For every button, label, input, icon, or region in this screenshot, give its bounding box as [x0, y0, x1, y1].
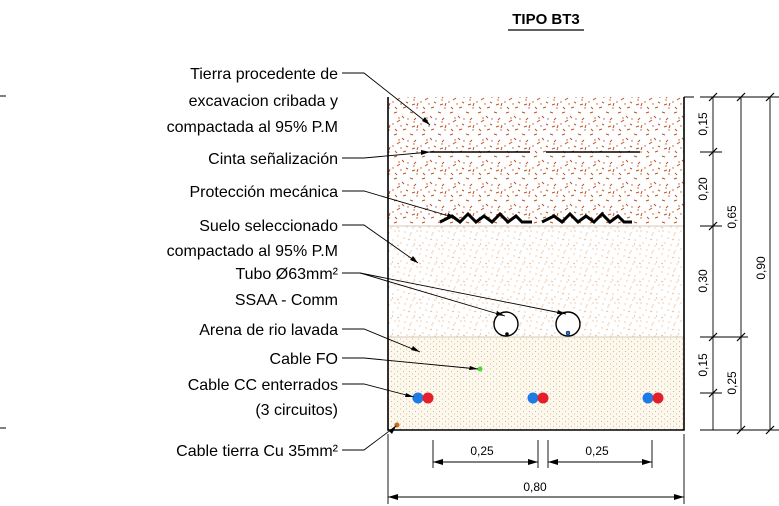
leader-cable-cc: [342, 383, 415, 398]
dim-label-015-bottom: 0,15: [696, 353, 710, 377]
arrow-dim-548: [548, 459, 558, 465]
trench-outline: [387, 97, 685, 431]
arrow-arena: [411, 346, 420, 352]
arrow-dim-433: [433, 459, 443, 465]
tick-inner-337: [708, 332, 718, 342]
dim-label-030: 0,30: [696, 269, 710, 293]
cc-cable-group-2: [527, 392, 549, 404]
tick-inner-152: [708, 147, 718, 157]
tick-mid-430: [736, 425, 746, 435]
conduit-left-cable: [505, 332, 509, 336]
dim-label-065: 0,65: [725, 205, 739, 229]
layer-selected-soil: [388, 226, 684, 337]
conduit-right: [555, 311, 581, 337]
tick-mid-337: [736, 332, 746, 342]
arrow-cable-tierra: [389, 426, 396, 434]
dim-label-025-mid: 0,25: [585, 444, 609, 458]
label-arena: Arena de rio lavada: [199, 322, 338, 339]
arrow-cinta: [421, 150, 430, 155]
arrow-tierra: [422, 117, 430, 125]
arrow-dim-652: [642, 459, 652, 465]
dim-label-025-left: 0,25: [470, 444, 494, 458]
dim-label-015-top: 0,15: [696, 112, 710, 136]
label-tierra-line2: excavacion cribada y: [189, 93, 338, 110]
tick-inner-226: [708, 221, 718, 231]
mechanical-protection-right: [541, 211, 632, 224]
dim-label-080: 0,80: [523, 480, 547, 494]
tick-outer-97: [765, 92, 775, 102]
leader-cable-fo: [342, 357, 479, 370]
cable-fo-mark: [477, 366, 483, 372]
label-cable-fo: Cable FO: [270, 351, 338, 368]
label-tubo-line1: Tubo Ø63mm²: [235, 266, 338, 283]
layer-excavated-soil: [388, 97, 684, 226]
arrow-dim-538: [528, 459, 538, 465]
tick-mid-97: [736, 92, 746, 102]
leader-tierra: [342, 72, 431, 126]
dim-label-025-right: 0,25: [725, 371, 739, 395]
tick-inner-393: [708, 388, 718, 398]
label-cable-cc-line2: (3 circuitos): [255, 402, 338, 419]
leader-proteccion: [342, 190, 457, 219]
label-tierra-line1: Tierra procedente de: [190, 66, 338, 83]
tick-outer-430: [765, 425, 775, 435]
leader-tubo-right: [359, 272, 567, 315]
label-cable-cc-line1: Cable CC enterrados: [188, 377, 338, 394]
arrow-cable-cc: [405, 393, 414, 397]
leader-cinta: [342, 151, 431, 159]
leader-suelo: [342, 224, 419, 264]
arrow-dim-684: [674, 494, 684, 500]
cc-cable-group-1: [412, 392, 434, 404]
label-cinta: Cinta señalización: [208, 151, 338, 168]
conduit-right-cable: [565, 330, 571, 336]
label-cable-tierra: Cable tierra Cu 35mm²: [176, 443, 339, 460]
label-tierra-line3: compactada al 95% P.M: [167, 119, 338, 136]
arrow-cable-fo: [469, 366, 478, 370]
arrow-tubo-right: [557, 310, 566, 314]
layer-river-sand: [388, 337, 684, 430]
tick-inner-97: [708, 92, 718, 102]
arrow-suelo: [410, 256, 418, 263]
label-proteccion: Protección mecánica: [189, 184, 338, 201]
arrow-tubo-left: [496, 311, 505, 316]
label-suelo-line2: compactado al 95% P.M: [167, 243, 338, 260]
arrow-proteccion: [447, 213, 456, 218]
leader-arena: [342, 328, 421, 353]
label-tubo-line2: SSAA - Comm: [235, 292, 338, 309]
cc-cable-group-3: [642, 392, 664, 404]
conduit-left: [493, 311, 519, 337]
leader-cable-tierra: [342, 425, 397, 451]
dim-label-090: 0,90: [754, 256, 768, 280]
mechanical-protection-left: [439, 211, 532, 224]
drawing-title: TIPO BT3: [512, 11, 580, 28]
arrow-dim-388: [388, 494, 398, 500]
label-suelo-line1: Suelo seleccionado: [199, 218, 338, 235]
dim-label-020: 0,20: [696, 177, 710, 201]
